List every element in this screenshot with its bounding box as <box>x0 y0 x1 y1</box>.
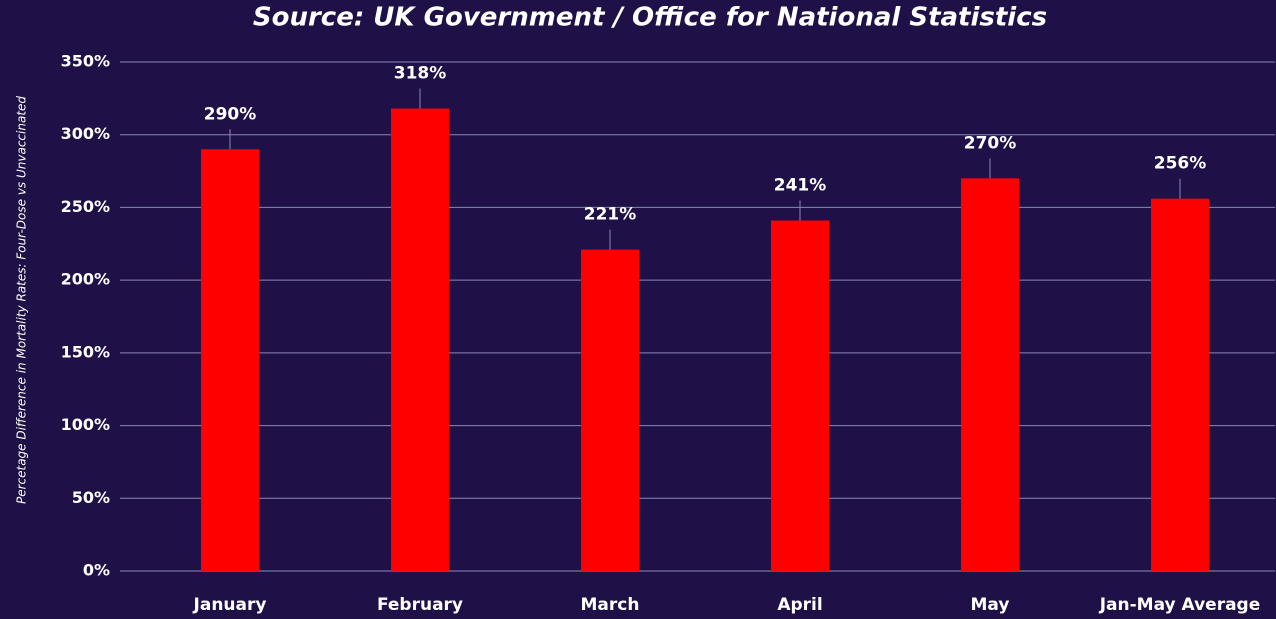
bar <box>581 249 639 572</box>
y-tick-label: 300% <box>61 124 110 143</box>
y-tick-label: 100% <box>61 415 110 434</box>
data-label: 221% <box>584 205 637 225</box>
x-tick-label: May <box>971 595 1010 615</box>
data-label: 256% <box>1154 154 1207 174</box>
y-tick-label: 250% <box>61 197 110 216</box>
bar <box>1151 198 1209 571</box>
chart-title: Source: UK Government / Office for Natio… <box>253 3 1047 33</box>
x-tick-label: March <box>581 595 640 615</box>
y-axis-label: Percetage Difference in Mortality Rates:… <box>15 96 29 504</box>
x-tick-label: Jan-May Average <box>1099 595 1261 615</box>
y-tick-label: 350% <box>61 52 110 71</box>
data-label: 318% <box>394 64 447 84</box>
data-label: 290% <box>204 104 257 124</box>
x-tick-label: February <box>377 595 463 615</box>
x-tick-label: April <box>777 595 822 615</box>
y-tick-label: 50% <box>72 488 110 507</box>
y-tick-label: 150% <box>61 342 110 361</box>
y-tick-label: 200% <box>61 270 110 289</box>
bar <box>961 178 1019 572</box>
data-label: 241% <box>774 176 827 196</box>
x-tick-label: January <box>193 595 267 615</box>
bar <box>201 149 259 571</box>
y-tick-label: 0% <box>83 561 110 580</box>
data-label: 270% <box>964 133 1017 153</box>
bar <box>391 108 449 571</box>
bar <box>771 220 829 571</box>
